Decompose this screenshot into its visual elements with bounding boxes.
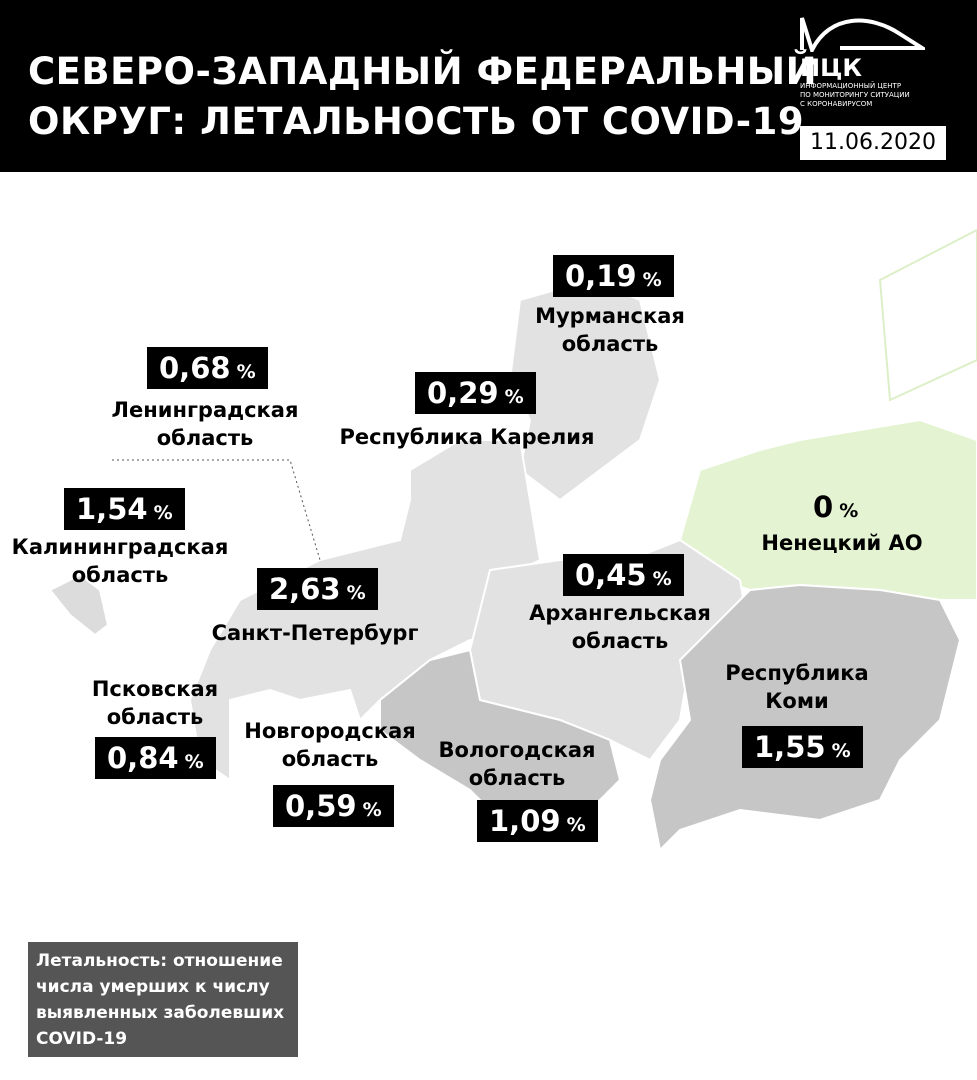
kaliningrad-region <box>48 573 110 637</box>
unit: % <box>652 568 672 590</box>
value-box: 1,55% <box>742 726 863 768</box>
value-box: 0,59% <box>273 785 394 827</box>
value-box: 0,68% <box>147 347 268 389</box>
unit: % <box>642 269 662 291</box>
value: 0,84 <box>107 741 179 775</box>
region-name-line: Калининградская <box>11 535 229 559</box>
unit: % <box>566 814 586 836</box>
region-name-line: Республика Карелия <box>339 425 595 449</box>
value-box: 1,54% <box>64 488 185 530</box>
region-name-line: Ненецкий АО <box>761 531 923 555</box>
region-name-line: Мурманская <box>535 304 685 328</box>
region-name: Санкт-Петербург <box>212 619 419 647</box>
footnote: Летальность: отношение числа умерших к ч… <box>28 942 298 1057</box>
unit: % <box>839 500 859 522</box>
unit: % <box>831 740 851 762</box>
logo-line: ПО МОНИТОРИНГУ СИТУАЦИИ <box>800 91 910 99</box>
value: 1,54 <box>76 492 148 526</box>
title-line: СЕВЕРО-ЗАПАДНЫЙ ФЕДЕРАЛЬНЫЙ <box>28 50 818 93</box>
value-box: 0,84% <box>95 737 216 779</box>
footnote-line: выявленных заболевших <box>36 1003 285 1023</box>
region-name: Калининградская область <box>12 533 229 589</box>
logo-icon <box>800 17 925 52</box>
region-name: Псковская область <box>92 675 218 731</box>
region-name: Вологодская область <box>439 736 596 792</box>
value: 0,29 <box>427 376 499 410</box>
header: СЕВЕРО-ЗАПАДНЫЙ ФЕДЕРАЛЬНЫЙ ОКРУГ: ЛЕТАЛ… <box>0 0 977 172</box>
region-name: Мурманская область <box>535 302 685 358</box>
value-box: 2,63% <box>257 568 378 610</box>
region-name-line: Псковская <box>91 677 219 701</box>
unit: % <box>346 582 366 604</box>
region-name-line: Ленинградская <box>111 398 299 422</box>
value-box: 1,09% <box>477 800 598 842</box>
region-name-line: Вологодская <box>438 738 596 762</box>
region-name: Республика Коми <box>725 659 868 715</box>
value-box: 0,45% <box>563 554 684 596</box>
footnote-line: Летальность: отношение <box>36 951 283 971</box>
region-name-line: область <box>281 747 379 771</box>
komi-region <box>648 583 962 853</box>
novaya-zemlya <box>878 228 977 402</box>
logo-name: ИЦК <box>800 54 862 82</box>
region-name-line: Архангельская <box>529 601 711 625</box>
logo-line: ИНФОРМАЦИОННЫЙ ЦЕНТР <box>800 82 902 90</box>
region-name-line: область <box>106 705 204 729</box>
region-name-line: область <box>71 563 169 587</box>
region-name: Ненецкий АО <box>761 529 922 557</box>
region-name-line: область <box>156 426 254 450</box>
title-line: ОКРУГ: ЛЕТАЛЬНОСТЬ ОТ COVID-19 <box>28 100 805 143</box>
date: 11.06.2020 <box>800 126 946 160</box>
vologda-region <box>379 648 622 842</box>
unit: % <box>184 751 204 773</box>
region-name-line: Республика <box>725 661 869 685</box>
value: 0,68 <box>159 351 231 385</box>
region-name: Республика Карелия <box>340 423 595 451</box>
region-name-line: Коми <box>765 689 829 713</box>
value: 0 <box>813 490 834 524</box>
region-name: Ленинградская область <box>112 396 299 452</box>
value: 1,55 <box>754 730 826 764</box>
region-name-line: область <box>571 629 669 653</box>
unit: % <box>504 386 524 408</box>
value-box: 0,29% <box>415 372 536 414</box>
logo-line: С КОРОНАВИРУСОМ <box>800 100 873 108</box>
region-name: Архангельская область <box>529 599 711 655</box>
value: 0,19 <box>565 259 637 293</box>
region-name-line: область <box>561 332 659 356</box>
value: 0,59 <box>285 789 357 823</box>
value: 0,45 <box>575 558 647 592</box>
value-box: 0% <box>813 490 858 524</box>
unit: % <box>153 502 173 524</box>
unit: % <box>362 799 382 821</box>
logo-subtitle: ИНФОРМАЦИОННЫЙ ЦЕНТР ПО МОНИТОРИНГУ СИТУ… <box>800 82 910 109</box>
value: 1,09 <box>489 804 561 838</box>
value: 2,63 <box>269 572 341 606</box>
region-name-line: Новгородская <box>244 719 416 743</box>
value-box: 0,19% <box>553 255 674 297</box>
west-regions <box>188 439 542 782</box>
region-name-line: область <box>468 766 566 790</box>
unit: % <box>236 361 256 383</box>
region-name: Новгородская область <box>244 717 415 773</box>
footnote-line: COVID-19 <box>36 1029 128 1049</box>
footnote-line: числа умерших к числу <box>36 977 270 997</box>
region-name-line: Санкт-Петербург <box>211 621 419 645</box>
